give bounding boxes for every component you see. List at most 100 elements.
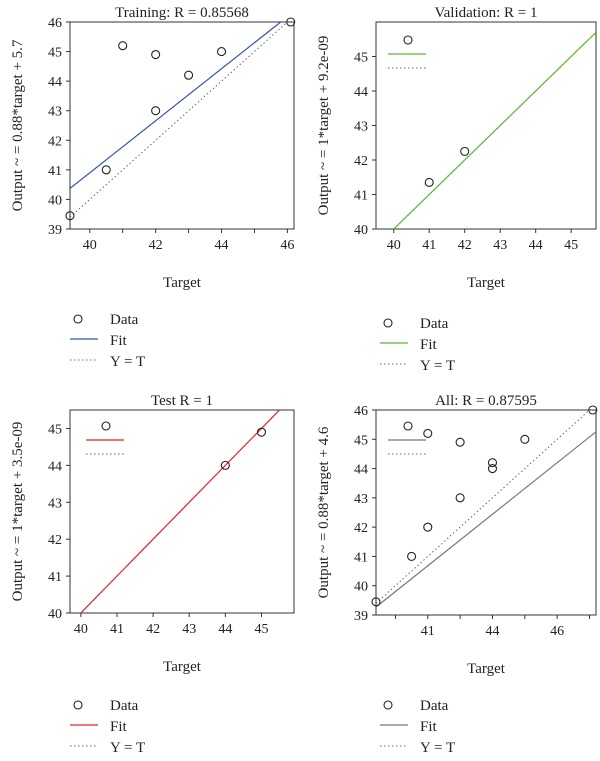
x-axis-label: Target	[467, 661, 506, 677]
y-tick-label: 40	[354, 223, 368, 238]
data-point	[407, 551, 417, 561]
y-tick-label: 41	[354, 189, 368, 204]
y-axis-label: Output ~ = 1*target + 3.5e-09	[10, 422, 26, 602]
data-point	[455, 493, 465, 503]
legend-label-fit: Fit	[420, 719, 438, 735]
y-tick-label: 45	[354, 433, 368, 448]
y-tick-label: 41	[354, 550, 368, 565]
x-tick-label: 40	[83, 238, 97, 253]
legend-label-fit: Fit	[110, 719, 128, 735]
x-tick-label: 43	[493, 238, 507, 253]
data-point	[184, 70, 194, 80]
chart-panel-training: Training: R = 0.85568 40 42 44 46 39 40 41 42 43 4…	[10, 5, 296, 370]
x-tick-label: 43	[182, 622, 196, 637]
y-tick-label: 40	[48, 607, 62, 622]
fit-line	[79, 410, 281, 613]
data-point	[424, 177, 434, 187]
chart-panel-test: Test R = 1 40 41 42 43 44 45 40 41 42 43 44 45 Target…	[10, 393, 295, 756]
chart-title: Validation: R = 1	[434, 5, 537, 21]
data-point	[423, 522, 433, 532]
x-tick-label: 40	[387, 238, 401, 253]
x-axis-label: Target	[163, 275, 202, 291]
y-tick-label: 43	[48, 105, 62, 120]
data-point	[520, 434, 530, 444]
x-tick-label: 42	[458, 238, 472, 253]
y-tick-label: 41	[48, 570, 62, 585]
data-point	[151, 49, 161, 60]
legend-label-yt: Y = T	[110, 354, 145, 370]
y-tick-label: 43	[48, 496, 62, 511]
legend-inset-marker	[403, 421, 413, 431]
data-point	[286, 17, 296, 27]
y-tick-label: 45	[48, 422, 62, 437]
x-tick-label: 44	[215, 238, 229, 253]
legend-marker	[383, 700, 393, 710]
chart-panel-validation: Validation: R = 1 40 41 42 43 44 45 40 41 42 43 44 4…	[316, 5, 597, 374]
data-point	[423, 428, 433, 438]
chart-title: Training: R = 0.85568	[115, 5, 249, 21]
legend-label-marker: Data	[420, 316, 449, 332]
y-tick-label: 40	[48, 193, 62, 208]
x-tick-label: 44	[485, 624, 499, 639]
y-tick-label: 42	[354, 154, 368, 169]
x-tick-label: 45	[254, 622, 268, 637]
y-tick-label: 42	[48, 533, 62, 548]
chart-panel-all: All: R = 0.87595 41 44 46 39 40 41 42 43 44 45 46 Ta…	[316, 393, 598, 756]
legend-inset-marker	[101, 421, 111, 431]
x-tick-label: 42	[146, 622, 160, 637]
x-tick-label: 42	[149, 238, 163, 253]
x-tick-label: 46	[280, 238, 294, 253]
data-point	[220, 460, 230, 470]
y-tick-label: 41	[48, 164, 62, 179]
y-tick-label: 43	[354, 120, 368, 135]
y-axis-label: Output ~ = 1*target + 9.2e-09	[316, 36, 332, 216]
chart-title: All: R = 0.87595	[435, 393, 537, 409]
y-tick-label: 44	[354, 85, 368, 100]
y-tick-label: 45	[48, 46, 62, 61]
plot-frame	[69, 409, 295, 614]
x-axis-label: Target	[163, 659, 202, 675]
legend-label-fit: Fit	[420, 337, 438, 353]
y-tick-label: 43	[354, 492, 368, 507]
data-point	[487, 458, 498, 468]
x-tick-label: 41	[422, 238, 436, 253]
y-tick-label: 46	[48, 16, 62, 31]
legend-label-yt: Y = T	[420, 358, 455, 374]
y-tick-label: 44	[48, 459, 62, 474]
y-tick-label: 42	[354, 521, 368, 536]
data-point	[118, 41, 128, 51]
data-point	[151, 106, 161, 116]
plot-frame	[69, 21, 295, 230]
plot-frame	[375, 21, 597, 230]
chart-title: Test R = 1	[151, 393, 213, 409]
y-tick-label: 39	[48, 223, 62, 238]
identity-line	[70, 22, 289, 218]
y-tick-label: 45	[354, 51, 368, 66]
legend-marker	[383, 318, 393, 328]
fit-line	[376, 431, 596, 608]
x-tick-label: 44	[529, 238, 543, 253]
data-point	[101, 165, 111, 175]
data-point	[256, 427, 267, 437]
legend-label-marker: Data	[110, 312, 139, 328]
data-point	[487, 464, 498, 474]
y-tick-label: 42	[48, 134, 62, 149]
legend-marker	[73, 700, 83, 710]
data-point	[588, 405, 598, 415]
fit-line	[70, 22, 282, 189]
y-tick-label: 39	[354, 609, 368, 624]
y-tick-label: 40	[354, 580, 368, 595]
data-point	[455, 437, 465, 447]
legend-label-yt: Y = T	[420, 740, 455, 756]
x-tick-label: 44	[218, 622, 232, 637]
legend-marker	[73, 314, 83, 324]
legend-label-marker: Data	[420, 698, 449, 714]
x-tick-label: 46	[550, 624, 564, 639]
x-tick-label: 45	[564, 238, 578, 253]
y-tick-label: 46	[354, 404, 368, 419]
identity-line	[376, 410, 591, 604]
legend-label-yt: Y = T	[110, 740, 145, 756]
x-tick-label: 40	[74, 622, 88, 637]
data-point	[460, 146, 470, 156]
